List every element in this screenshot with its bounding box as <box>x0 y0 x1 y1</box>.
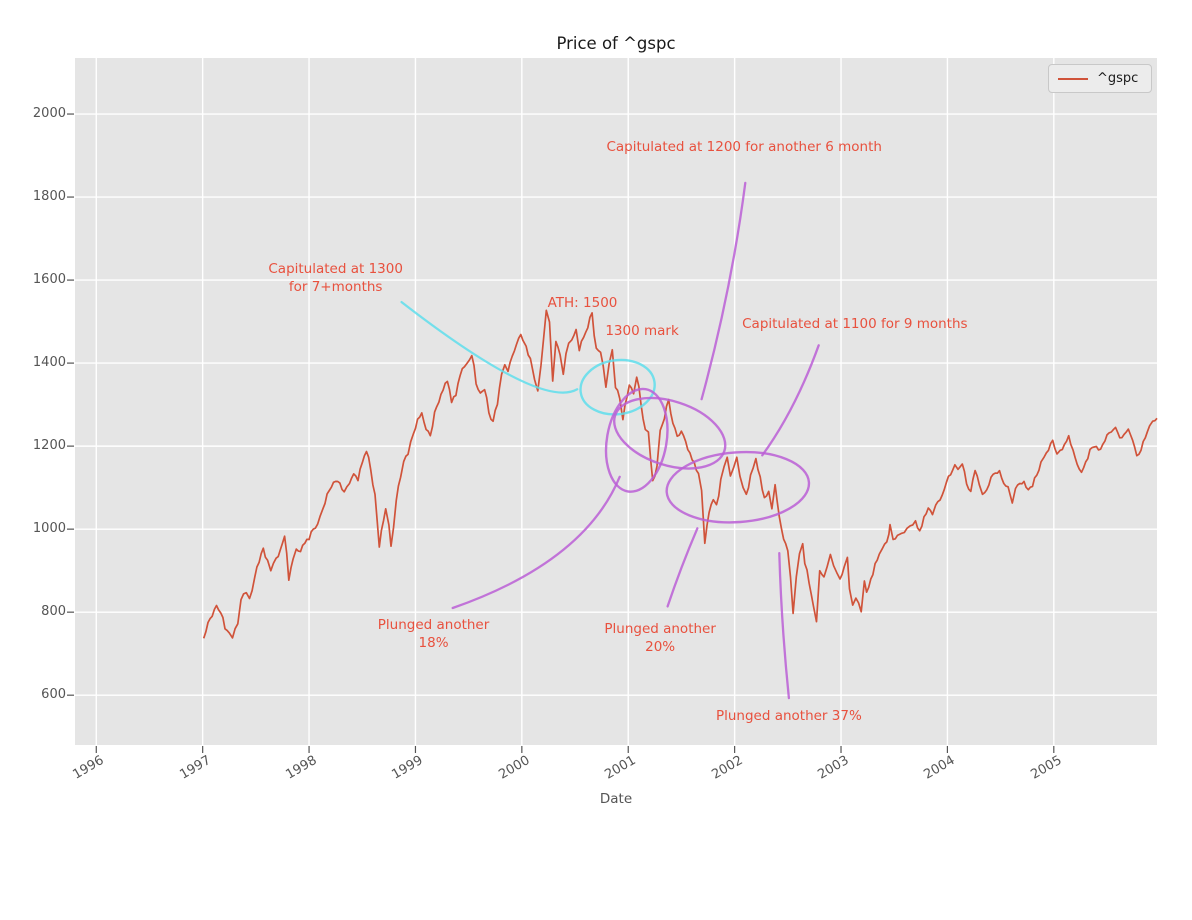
annotation-plunged-18: Plunged another 18% <box>378 616 490 652</box>
ellipse-capitulated-1100 <box>665 450 811 524</box>
y-tick-label: 2000 <box>32 106 66 122</box>
y-tick-label: 1400 <box>32 355 66 371</box>
annotation-line: 1300 mark <box>605 323 679 340</box>
annotation-line: 20% <box>645 639 676 656</box>
ellipse-capitulated-1200 <box>604 387 669 493</box>
annotation-line: for 7+months <box>288 279 383 295</box>
annotation-line: Capitulated at 1100 for 9 months <box>742 316 968 333</box>
annotation-line: Capitulated at 1300 <box>268 261 403 277</box>
y-tick-label: 1800 <box>32 189 66 205</box>
annotation-plunged-20: Plunged another 20% <box>604 620 716 656</box>
ellipse-1200-zone <box>613 396 727 470</box>
annotation-line: Plunged another <box>377 617 490 634</box>
legend-line-swatch <box>1058 77 1088 80</box>
annotation-line: 18% <box>418 635 449 652</box>
chart-title: Price of ^gspc <box>556 34 676 53</box>
plot-background <box>75 58 1157 745</box>
annotation-ath-1500: ATH: 1500 <box>548 294 618 312</box>
annotation-capitulated-1200: Capitulated at 1200 for another 6 month <box>606 138 882 156</box>
y-tick-label: 1200 <box>32 438 66 454</box>
annotation-line: Capitulated at 1200 for another 6 month <box>606 138 882 155</box>
legend: ^gspc <box>1048 64 1152 93</box>
annotation-line: ATH: 1500 <box>547 294 618 311</box>
arrow-capitulated-1300 <box>400 300 579 394</box>
y-tick-label: 1600 <box>32 272 66 288</box>
legend-label: ^gspc <box>1097 71 1139 86</box>
y-tick-label: 1000 <box>32 521 66 537</box>
y-tick-label: 600 <box>41 687 66 703</box>
annotation-line: Plunged another <box>604 621 716 638</box>
annotation-mark-1300: 1300 mark <box>605 322 678 340</box>
arrow-capitulated-1100 <box>761 344 820 457</box>
ellipse-1300-mark <box>579 358 656 416</box>
price-line-gspc <box>202 309 1158 639</box>
arrow-plunged-20 <box>666 527 699 608</box>
arrow-capitulated-1200 <box>700 181 747 401</box>
y-tick-label: 800 <box>41 604 66 620</box>
annotation-line: Plunged another 37% <box>715 708 862 725</box>
annotation-capitulated-1300: Capitulated at 1300 for 7+months <box>268 260 403 296</box>
x-axis-label: Date <box>599 791 633 807</box>
arrow-plunged-18 <box>451 475 621 610</box>
arrow-plunged-37 <box>778 552 791 700</box>
annotation-capitulated-1100: Capitulated at 1100 for 9 months <box>742 315 967 333</box>
annotation-plunged-37: Plunged another 37% <box>716 707 862 725</box>
